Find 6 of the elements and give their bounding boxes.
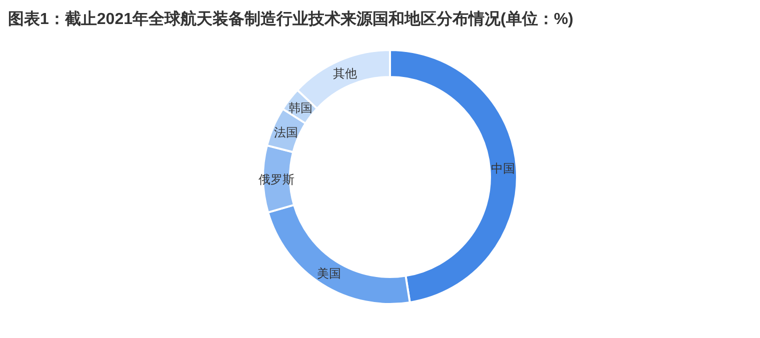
slice-label: 韩国 xyxy=(288,100,312,115)
slice-label: 中国 xyxy=(491,162,516,176)
slice-label: 其他 xyxy=(332,66,357,80)
slice-label: 法国 xyxy=(274,125,298,140)
slice-label: 美国 xyxy=(317,266,342,280)
chart-title: 图表1：截止2021年全球航天装备制造行业技术来源国和地区分布情况(单位：%) xyxy=(8,10,574,28)
